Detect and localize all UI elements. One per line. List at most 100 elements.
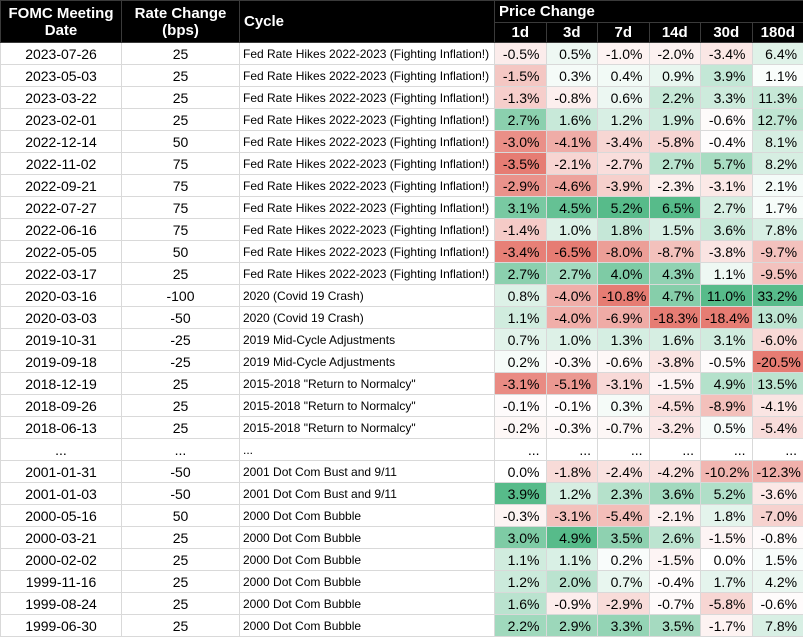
- cell-change-1d[interactable]: -0.2%: [494, 416, 547, 439]
- cell-rate-change[interactable]: 25: [121, 592, 240, 615]
- cell-change-180d[interactable]: ...: [751, 438, 803, 461]
- cell-change-180d[interactable]: -12.3%: [751, 460, 803, 483]
- header-period-180d[interactable]: 180d: [751, 22, 803, 43]
- cell-cycle[interactable]: 2000 Dot Com Bubble: [239, 614, 495, 637]
- cell-change-14d[interactable]: -3.8%: [648, 350, 701, 373]
- cell-change-7d[interactable]: 1.3%: [597, 328, 650, 351]
- cell-rate-change[interactable]: 75: [121, 218, 240, 241]
- cell-change-14d[interactable]: -8.7%: [648, 240, 701, 263]
- cell-change-14d[interactable]: -2.1%: [648, 504, 701, 527]
- cell-change-30d[interactable]: 0.0%: [700, 548, 753, 571]
- cell-date[interactable]: 2023-02-01: [0, 108, 122, 131]
- cell-rate-change[interactable]: 75: [121, 152, 240, 175]
- cell-change-3d[interactable]: 2.0%: [545, 570, 598, 593]
- cell-change-1d[interactable]: -3.1%: [494, 372, 547, 395]
- header-date[interactable]: FOMC Meeting Date: [0, 0, 122, 43]
- cell-cycle[interactable]: Fed Rate Hikes 2022-2023 (Fighting Infla…: [239, 174, 495, 197]
- header-price-change[interactable]: Price Change: [493, 0, 803, 23]
- cell-cycle[interactable]: Fed Rate Hikes 2022-2023 (Fighting Infla…: [239, 218, 495, 241]
- cell-change-3d[interactable]: 1.2%: [545, 482, 598, 505]
- cell-change-180d[interactable]: -9.7%: [751, 240, 803, 263]
- cell-change-14d[interactable]: -1.5%: [648, 372, 701, 395]
- cell-change-180d[interactable]: -0.6%: [751, 592, 803, 615]
- cell-change-3d[interactable]: -0.3%: [545, 350, 598, 373]
- cell-rate-change[interactable]: 75: [121, 196, 240, 219]
- cell-change-14d[interactable]: -4.5%: [648, 394, 701, 417]
- cell-change-30d[interactable]: 4.9%: [700, 372, 753, 395]
- cell-cycle[interactable]: 2000 Dot Com Bubble: [239, 504, 495, 527]
- cell-rate-change[interactable]: -25: [121, 350, 240, 373]
- cell-change-3d[interactable]: -4.0%: [545, 306, 598, 329]
- cell-cycle[interactable]: ...: [239, 438, 495, 461]
- cell-change-14d[interactable]: -3.2%: [648, 416, 701, 439]
- cell-change-180d[interactable]: 1.1%: [751, 64, 803, 87]
- cell-rate-change[interactable]: 75: [121, 174, 240, 197]
- cell-change-3d[interactable]: 1.6%: [545, 108, 598, 131]
- cell-rate-change[interactable]: 25: [121, 372, 240, 395]
- cell-change-14d[interactable]: -2.0%: [648, 42, 701, 65]
- cell-change-180d[interactable]: 1.5%: [751, 548, 803, 571]
- cell-cycle[interactable]: Fed Rate Hikes 2022-2023 (Fighting Infla…: [239, 262, 495, 285]
- cell-change-30d[interactable]: 1.7%: [700, 570, 753, 593]
- header-period-14d[interactable]: 14d: [648, 22, 701, 43]
- cell-date[interactable]: 2018-06-13: [0, 416, 122, 439]
- cell-change-1d[interactable]: -3.0%: [494, 130, 547, 153]
- cell-change-14d[interactable]: 4.7%: [648, 284, 701, 307]
- cell-date[interactable]: 2000-02-02: [0, 548, 122, 571]
- cell-change-180d[interactable]: 11.3%: [751, 86, 803, 109]
- cell-rate-change[interactable]: 25: [121, 262, 240, 285]
- cell-change-3d[interactable]: 1.0%: [545, 328, 598, 351]
- cell-cycle[interactable]: 2019 Mid-Cycle Adjustments: [239, 350, 495, 373]
- cell-date[interactable]: 2022-06-16: [0, 218, 122, 241]
- cell-change-7d[interactable]: -8.0%: [597, 240, 650, 263]
- cell-date[interactable]: 1999-06-30: [0, 614, 122, 637]
- cell-change-14d[interactable]: -5.8%: [648, 130, 701, 153]
- cell-change-180d[interactable]: -6.0%: [751, 328, 803, 351]
- cell-change-14d[interactable]: -4.2%: [648, 460, 701, 483]
- cell-change-1d[interactable]: 0.8%: [494, 284, 547, 307]
- cell-change-7d[interactable]: 1.2%: [597, 108, 650, 131]
- cell-change-3d[interactable]: 0.5%: [545, 42, 598, 65]
- cell-rate-change[interactable]: 50: [121, 130, 240, 153]
- cell-change-7d[interactable]: 0.7%: [597, 570, 650, 593]
- cell-date[interactable]: 2001-01-31: [0, 460, 122, 483]
- cell-change-30d[interactable]: 5.2%: [700, 482, 753, 505]
- cell-change-3d[interactable]: 4.5%: [545, 196, 598, 219]
- cell-date[interactable]: 2022-12-14: [0, 130, 122, 153]
- cell-rate-change[interactable]: -25: [121, 328, 240, 351]
- cell-change-14d[interactable]: 3.5%: [648, 614, 701, 637]
- cell-change-3d[interactable]: -4.1%: [545, 130, 598, 153]
- cell-change-1d[interactable]: 1.1%: [494, 306, 547, 329]
- cell-change-14d[interactable]: -0.4%: [648, 570, 701, 593]
- cell-change-1d[interactable]: 2.2%: [494, 614, 547, 637]
- cell-change-30d[interactable]: 3.9%: [700, 64, 753, 87]
- cell-change-14d[interactable]: 3.6%: [648, 482, 701, 505]
- cell-rate-change[interactable]: 25: [121, 394, 240, 417]
- cell-change-14d[interactable]: 2.6%: [648, 526, 701, 549]
- cell-change-14d[interactable]: -2.3%: [648, 174, 701, 197]
- cell-change-180d[interactable]: -5.4%: [751, 416, 803, 439]
- cell-change-14d[interactable]: 1.5%: [648, 218, 701, 241]
- cell-change-7d[interactable]: -0.6%: [597, 350, 650, 373]
- cell-date[interactable]: 2019-09-18: [0, 350, 122, 373]
- cell-change-180d[interactable]: 7.8%: [751, 614, 803, 637]
- cell-rate-change[interactable]: -100: [121, 284, 240, 307]
- cell-change-180d[interactable]: 12.7%: [751, 108, 803, 131]
- cell-change-7d[interactable]: 4.0%: [597, 262, 650, 285]
- cell-date[interactable]: 2022-09-21: [0, 174, 122, 197]
- cell-date[interactable]: 2023-07-26: [0, 42, 122, 65]
- cell-change-7d[interactable]: 2.3%: [597, 482, 650, 505]
- cell-rate-change[interactable]: -50: [121, 482, 240, 505]
- cell-date[interactable]: 2020-03-03: [0, 306, 122, 329]
- cell-change-1d[interactable]: 1.1%: [494, 548, 547, 571]
- cell-cycle[interactable]: 2015-2018 "Return to Normalcy": [239, 394, 495, 417]
- cell-date[interactable]: 2001-01-03: [0, 482, 122, 505]
- cell-rate-change[interactable]: ...: [121, 438, 240, 461]
- cell-change-180d[interactable]: 4.2%: [751, 570, 803, 593]
- cell-change-180d[interactable]: 1.7%: [751, 196, 803, 219]
- cell-cycle[interactable]: Fed Rate Hikes 2022-2023 (Fighting Infla…: [239, 130, 495, 153]
- cell-change-1d[interactable]: -1.4%: [494, 218, 547, 241]
- cell-change-180d[interactable]: 7.8%: [751, 218, 803, 241]
- cell-cycle[interactable]: Fed Rate Hikes 2022-2023 (Fighting Infla…: [239, 240, 495, 263]
- cell-date[interactable]: 2019-10-31: [0, 328, 122, 351]
